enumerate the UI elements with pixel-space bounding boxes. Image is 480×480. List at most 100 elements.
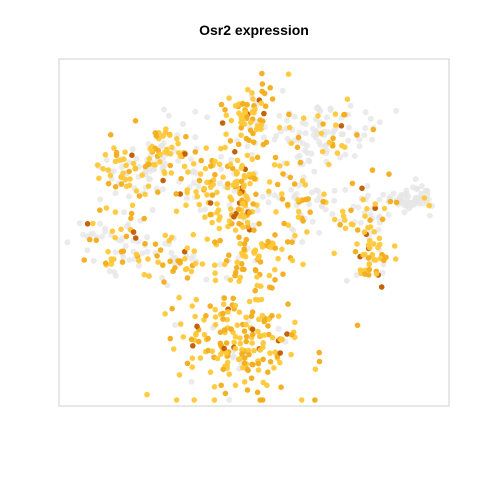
expressing-cell-point (320, 199, 326, 205)
expressing-cell-point (226, 95, 232, 101)
expressing-cell-point (129, 211, 135, 217)
non-expressing-cell-point (342, 187, 348, 193)
expressing-cell-point (128, 216, 134, 222)
non-expressing-cell-point (339, 131, 345, 137)
non-expressing-cell-point (284, 117, 290, 123)
expressing-cell-point (250, 201, 256, 207)
expressing-cell-point (182, 164, 188, 170)
non-expressing-cell-point (184, 195, 190, 201)
non-expressing-cell-point (292, 114, 298, 120)
expressing-cell-point (120, 170, 126, 176)
expressing-cell-point (267, 179, 273, 185)
expressing-cell-point (340, 209, 346, 215)
expressing-cell-point (231, 214, 237, 220)
non-expressing-cell-point (362, 125, 368, 131)
expressing-cell-point (190, 303, 196, 309)
non-expressing-cell-point (410, 184, 416, 190)
expressing-cell-point (273, 155, 279, 161)
expressing-cell-point (178, 176, 184, 182)
expressing-cell-point (267, 350, 273, 356)
expressing-cell-point (224, 113, 230, 119)
expressing-cell-point (160, 178, 166, 184)
expressing-cell-point (198, 158, 204, 164)
expressing-cell-point (255, 123, 261, 129)
expressing-cell-point (142, 192, 148, 198)
expressing-cell-point (394, 200, 400, 206)
expressing-cell-point (239, 165, 245, 171)
expressing-cell-point (388, 199, 394, 205)
expressing-cell-point (233, 303, 239, 309)
expressing-cell-point (246, 138, 252, 144)
expressing-cell-point (212, 270, 218, 276)
expressing-cell-point (332, 217, 338, 223)
expressing-cell-point (189, 269, 195, 275)
non-expressing-cell-point (150, 207, 156, 213)
expressing-cell-point (364, 206, 370, 212)
non-expressing-cell-point (195, 183, 201, 189)
expressing-cell-point (226, 252, 232, 258)
expressing-cell-point (167, 259, 173, 265)
expressing-cell-point (345, 96, 351, 102)
expressing-cell-point (146, 273, 152, 279)
expressing-cell-point (301, 115, 307, 121)
expressing-cell-point (203, 313, 209, 319)
expressing-cell-point (183, 267, 189, 273)
non-expressing-cell-point (294, 191, 300, 197)
expressing-cell-point (220, 316, 226, 322)
expressing-cell-point (260, 357, 266, 363)
expressing-cell-point (85, 221, 91, 227)
expressing-cell-point (248, 128, 254, 134)
non-expressing-cell-point (226, 397, 232, 403)
expressing-cell-point (279, 247, 285, 253)
expressing-cell-point (272, 267, 278, 273)
expressing-cell-point (362, 252, 368, 258)
expressing-cell-point (256, 367, 262, 373)
expressing-cell-point (255, 255, 261, 261)
expressing-cell-point (169, 145, 175, 151)
expressing-cell-point (229, 197, 235, 203)
expressing-cell-point (233, 334, 239, 340)
expressing-cell-point (250, 96, 256, 102)
expressing-cell-point (185, 169, 191, 175)
expressing-cell-point (232, 149, 238, 155)
non-expressing-cell-point (136, 263, 142, 269)
expressing-cell-point (279, 191, 285, 197)
expressing-cell-point (220, 120, 226, 126)
expressing-cell-point (259, 100, 265, 106)
expressing-cell-point (171, 346, 177, 352)
expressing-cell-point (260, 345, 266, 351)
non-expressing-cell-point (332, 188, 338, 194)
non-expressing-cell-point (218, 154, 224, 160)
expressing-cell-point (362, 271, 368, 277)
expressing-cell-point (192, 314, 198, 320)
expressing-cell-point (224, 340, 230, 346)
non-expressing-cell-point (104, 157, 110, 163)
expressing-cell-point (316, 350, 322, 356)
expressing-cell-point (233, 346, 239, 352)
expressing-cell-point (214, 201, 220, 207)
expressing-cell-point (236, 142, 242, 148)
non-expressing-cell-point (346, 125, 352, 131)
expressing-cell-point (252, 288, 258, 294)
expressing-cell-point (203, 166, 209, 172)
expressing-cell-point (247, 210, 253, 216)
expressing-cell-point (106, 181, 112, 187)
expressing-cell-point (131, 229, 137, 235)
expressing-cell-point (216, 207, 222, 213)
expressing-cell-point (296, 135, 302, 141)
expressing-cell-point (195, 194, 201, 200)
expressing-cell-point (237, 191, 243, 197)
expressing-cell-point (146, 162, 152, 168)
expressing-cell-point (183, 134, 189, 140)
expressing-cell-point (255, 329, 261, 335)
expressing-cell-point (238, 341, 244, 347)
expressing-cell-point (250, 332, 256, 338)
expressing-cell-point (343, 226, 349, 232)
expressing-cell-point (134, 188, 140, 194)
expressing-cell-point (213, 314, 219, 320)
expressing-cell-point (210, 192, 216, 198)
expressing-cell-point (210, 182, 216, 188)
non-expressing-cell-point (169, 250, 175, 256)
expressing-cell-point (168, 336, 174, 342)
expressing-cell-point (177, 372, 183, 378)
